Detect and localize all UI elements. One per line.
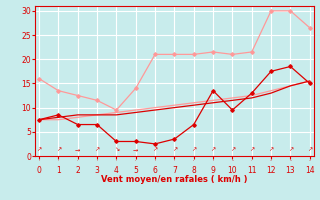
Text: 9: 9 (211, 166, 215, 175)
Text: ↗: ↗ (288, 147, 293, 152)
Text: ↗: ↗ (249, 147, 254, 152)
Text: ↗: ↗ (152, 147, 158, 152)
Text: 2: 2 (75, 166, 80, 175)
Text: 1: 1 (56, 166, 61, 175)
Text: ↗: ↗ (307, 147, 312, 152)
Text: ↘: ↘ (114, 147, 119, 152)
Text: ↗: ↗ (172, 147, 177, 152)
Text: ↗: ↗ (268, 147, 274, 152)
Text: 0: 0 (36, 166, 42, 175)
Text: ↗: ↗ (230, 147, 235, 152)
Text: →: → (75, 147, 80, 152)
Text: 10: 10 (228, 166, 237, 175)
Text: 14: 14 (305, 166, 315, 175)
Text: ↗: ↗ (191, 147, 196, 152)
X-axis label: Vent moyen/en rafales ( km/h ): Vent moyen/en rafales ( km/h ) (101, 175, 248, 184)
Text: 8: 8 (191, 166, 196, 175)
Text: 13: 13 (285, 166, 295, 175)
Text: →: → (133, 147, 138, 152)
Text: ↗: ↗ (211, 147, 216, 152)
Text: 4: 4 (114, 166, 119, 175)
Text: ↗: ↗ (36, 147, 42, 152)
Text: 11: 11 (247, 166, 257, 175)
Text: 5: 5 (133, 166, 138, 175)
Text: 6: 6 (153, 166, 157, 175)
Text: ↗: ↗ (56, 147, 61, 152)
Text: 7: 7 (172, 166, 177, 175)
Text: 12: 12 (266, 166, 276, 175)
Text: ↗: ↗ (94, 147, 100, 152)
Text: 3: 3 (95, 166, 100, 175)
